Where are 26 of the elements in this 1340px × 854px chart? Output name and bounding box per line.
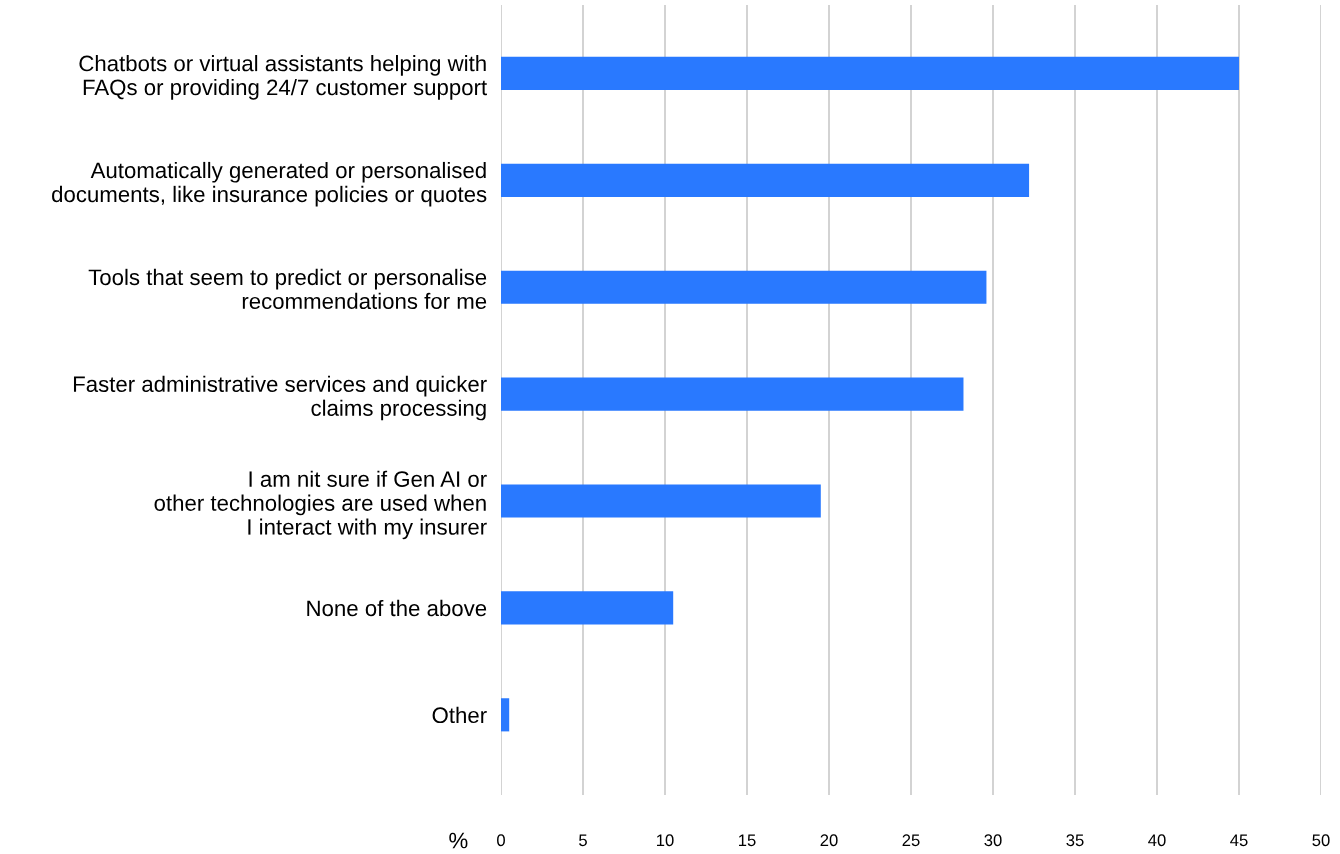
x-tick-label: 10 [657, 834, 674, 847]
bar [501, 484, 821, 518]
x-tick-label: 0 [497, 834, 505, 847]
x-tick-label: 5 [579, 834, 587, 847]
y-tick-label: None of the above [307, 599, 487, 617]
y-tick-label: I am nit sure if Gen AI or other technologies are used when I interact with my insurer [154, 470, 487, 540]
bar [501, 270, 987, 304]
x-tick-label: 45 [1230, 834, 1248, 847]
bar [501, 163, 1030, 197]
y-tick-label: Tools that seem to predict or personalise recommendations for me [88, 268, 487, 310]
y-tick-label: Chatbots or virtual assistants helping with FAQs or providing 24/7 customer support [79, 55, 487, 100]
x-tick-label: 15 [739, 834, 756, 847]
x-tick-label: 30 [984, 834, 1002, 847]
x-tick-label: 25 [902, 834, 920, 847]
bar [501, 377, 964, 411]
x-axis-title: % [449, 832, 468, 849]
bar [501, 56, 1239, 90]
x-tick-label: 50 [1312, 834, 1330, 847]
bar [501, 591, 674, 625]
bar [501, 698, 510, 732]
y-tick-label: Faster administrative services and quicker claims processing [73, 375, 487, 421]
x-tick-label: 20 [820, 834, 838, 847]
x-tick-label: 40 [1148, 834, 1166, 847]
y-tick-label: Other [432, 706, 487, 724]
y-tick-label: Automatically generated or personalised documents, like insurance policies or quotes [52, 161, 487, 207]
x-tick-label: 35 [1066, 834, 1084, 847]
